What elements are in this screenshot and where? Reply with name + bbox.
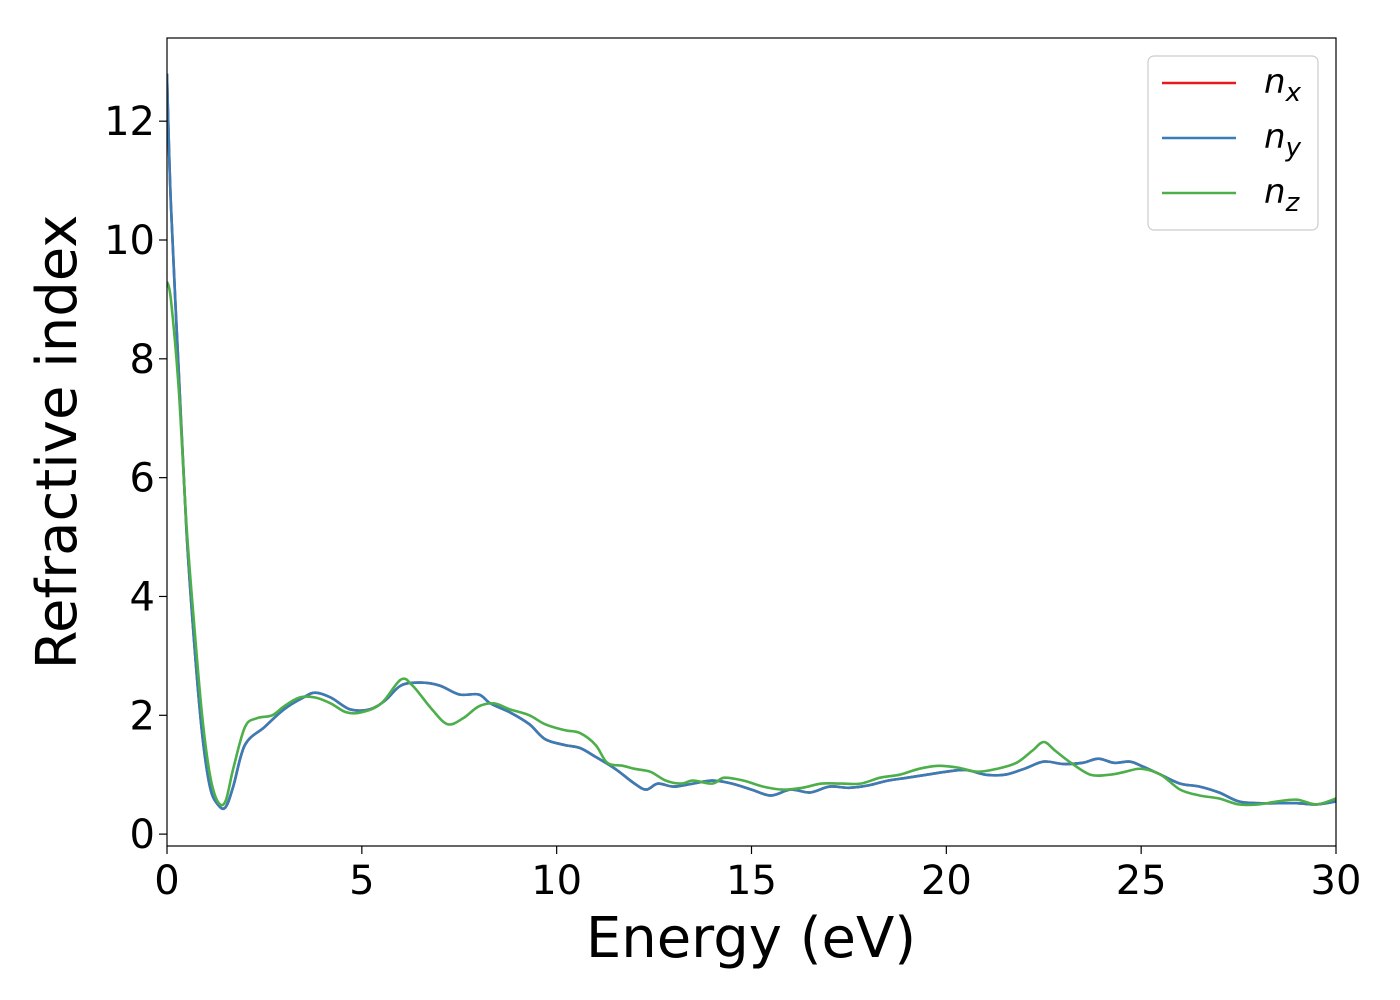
y-axis-label: Refractive index [25, 215, 90, 670]
y-tick-label: 2 [130, 693, 155, 739]
y-tick-label: 8 [130, 337, 155, 383]
y-tick-label: 6 [130, 456, 155, 502]
legend-box [1147, 55, 1319, 231]
series-line-ny [167, 73, 1336, 810]
series-layer [167, 73, 1336, 810]
y-axis-ticks: 0 2 4 6 8 10 12 [104, 99, 167, 858]
x-tick-label: 25 [1116, 858, 1167, 904]
y-tick-label: 4 [130, 574, 155, 620]
x-tick-label: 5 [349, 858, 374, 904]
x-tick-label: 30 [1311, 858, 1362, 904]
x-tick-label: 15 [726, 858, 777, 904]
y-tick-label: 10 [104, 218, 155, 264]
x-axis-label: Energy (eV) [586, 906, 916, 971]
y-tick-label: 0 [130, 812, 155, 858]
x-tick-label: 20 [921, 858, 972, 904]
x-tick-label: 0 [154, 858, 179, 904]
series-line-nz [167, 281, 1336, 807]
x-axis-ticks: 0 5 10 15 20 25 30 [154, 846, 1361, 904]
x-tick-label: 10 [531, 858, 582, 904]
y-tick-label: 12 [104, 99, 155, 145]
